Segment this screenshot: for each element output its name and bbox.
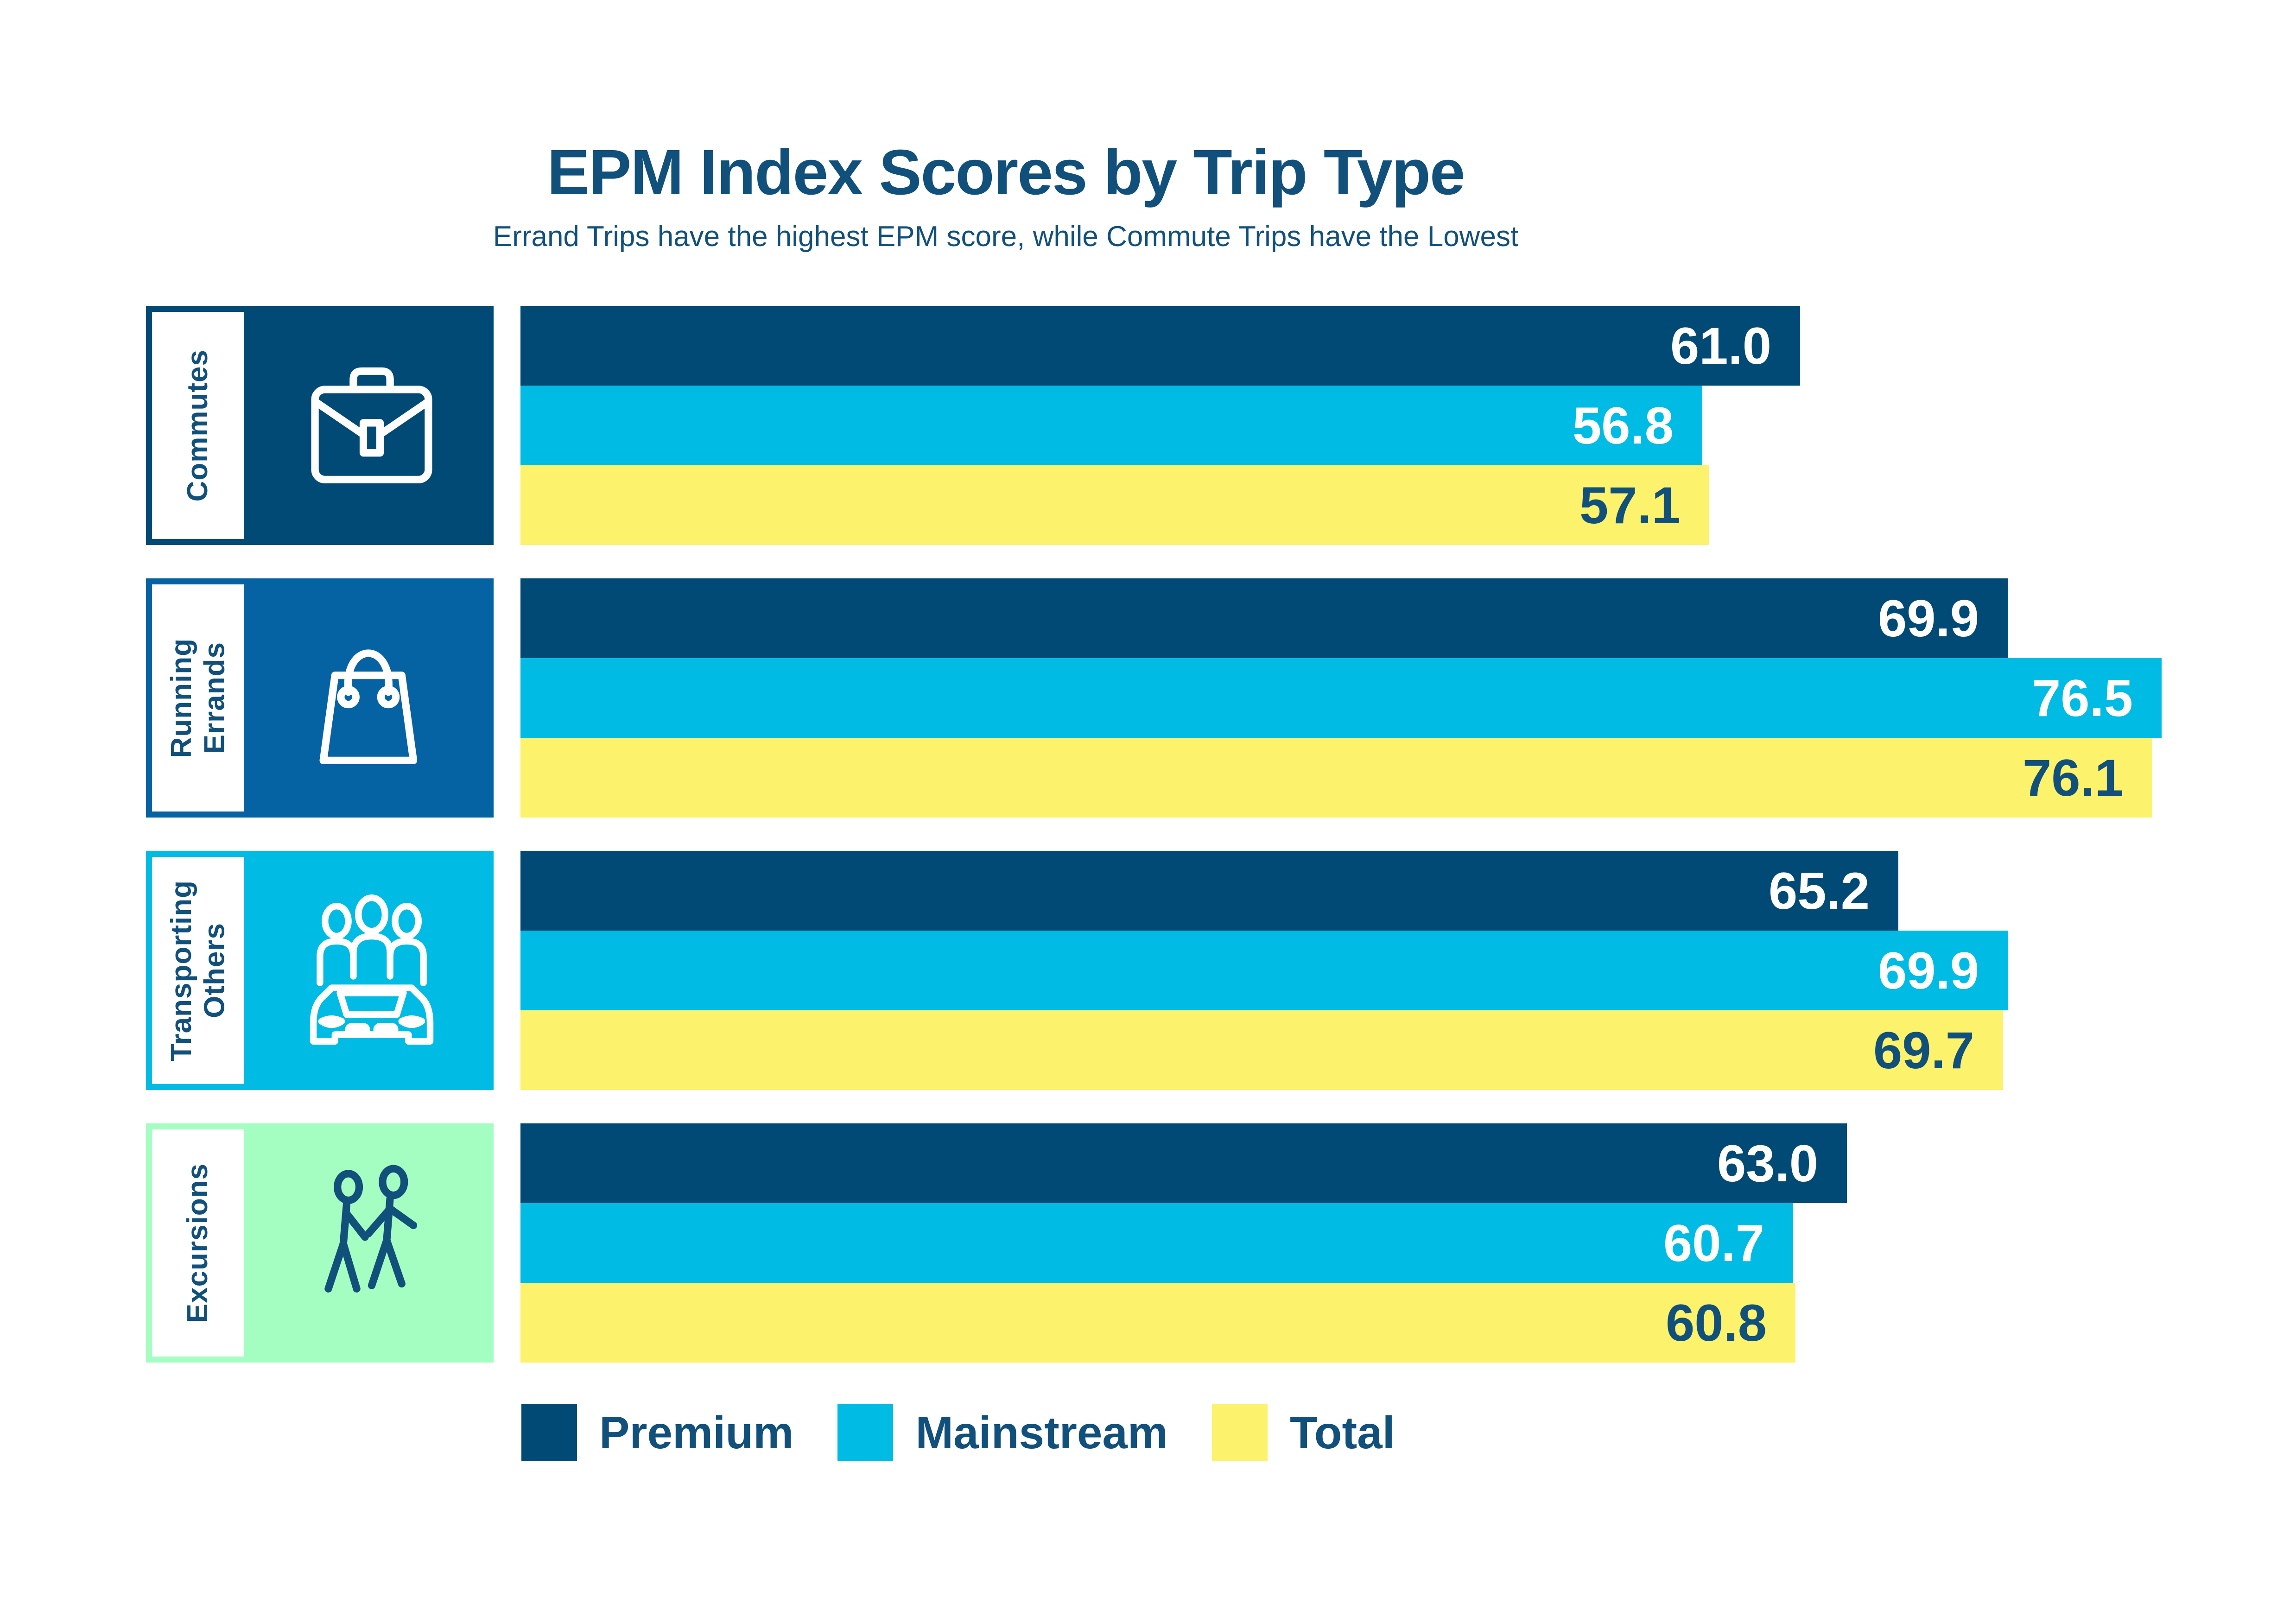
shopping-bag-icon <box>288 614 455 783</box>
bar-premium-excursions: 63.0 <box>520 1123 1847 1203</box>
bar-total-excursions: 60.8 <box>520 1283 1795 1363</box>
category-row-excursions: Excursions 63.0 60.7 60.8 <box>0 1123 2296 1363</box>
category-label-box: Commutes <box>146 306 250 545</box>
shopping-bag-icon-tile <box>250 578 494 818</box>
bar-mainstream-commutes: 56.8 <box>520 386 1702 465</box>
category-row-running-errands: Running Errands 69.9 76.5 76.1 <box>0 578 2296 818</box>
category-label: Excursions <box>182 1163 214 1323</box>
category-label: Running Errands <box>165 638 230 758</box>
bar-value-label: 65.2 <box>1769 862 1870 920</box>
bar-total-transporting-others: 69.7 <box>520 1010 2003 1090</box>
legend-label: Total <box>1290 1407 1395 1458</box>
legend-label: Mainstream <box>915 1407 1168 1458</box>
bar-value-label: 56.8 <box>1573 396 1674 455</box>
chart-header: EPM Index Scores by Trip Type Errand Tri… <box>260 139 1752 253</box>
bar-value-label: 69.9 <box>1878 589 1979 647</box>
category-row-transporting-others: Transporting Others 65.2 69.9 69.7 <box>0 851 2296 1090</box>
category-label-box: Excursions <box>146 1123 250 1363</box>
bar-value-label: 60.7 <box>1663 1214 1764 1272</box>
car-passengers-icon <box>288 886 455 1055</box>
bar-value-label: 69.9 <box>1878 941 1979 1000</box>
bar-total-commutes: 57.1 <box>520 465 1709 545</box>
chart-legend: Premium Mainstream Total <box>521 1404 1439 1461</box>
bar-value-label: 76.1 <box>2023 748 2124 807</box>
category-label-box: Transporting Others <box>146 851 250 1090</box>
walking-people-icon-tile <box>250 1123 494 1363</box>
bar-premium-commutes: 61.0 <box>520 306 1800 386</box>
legend-swatch-mainstream <box>837 1404 894 1461</box>
bar-value-label: 61.0 <box>1670 317 1771 375</box>
car-passengers-icon-tile <box>250 851 494 1090</box>
bar-mainstream-running-errands: 76.5 <box>520 658 2162 738</box>
chart-title: EPM Index Scores by Trip Type <box>547 137 1465 208</box>
bar-value-label: 69.7 <box>1873 1021 1974 1079</box>
bar-value-label: 63.0 <box>1717 1134 1818 1192</box>
chart-subtitle: Errand Trips have the highest EPM score,… <box>493 220 1519 253</box>
walking-people-icon <box>288 1159 455 1328</box>
legend-item-mainstream: Mainstream <box>837 1404 1168 1461</box>
bar-value-label: 60.8 <box>1666 1293 1767 1352</box>
legend-label: Premium <box>599 1407 794 1458</box>
category-label-box: Running Errands <box>146 578 250 818</box>
bar-value-label: 76.5 <box>2032 669 2133 727</box>
bar-mainstream-excursions: 60.7 <box>520 1203 1793 1283</box>
category-label: Commutes <box>182 349 214 502</box>
legend-swatch-total <box>1212 1404 1268 1461</box>
bar-premium-transporting-others: 65.2 <box>520 851 1898 931</box>
bar-value-label: 57.1 <box>1579 476 1681 534</box>
legend-item-premium: Premium <box>521 1404 793 1461</box>
category-row-commutes: Commutes 61.0 56.8 57.1 <box>0 306 2296 545</box>
category-label: Transporting Others <box>165 880 230 1061</box>
briefcase-icon <box>288 341 455 510</box>
bar-total-running-errands: 76.1 <box>520 738 2152 818</box>
legend-swatch-premium <box>521 1404 577 1461</box>
briefcase-icon-tile <box>250 306 494 545</box>
bar-premium-running-errands: 69.9 <box>520 578 2008 658</box>
legend-item-total: Total <box>1212 1404 1395 1461</box>
bar-mainstream-transporting-others: 69.9 <box>520 931 2008 1010</box>
